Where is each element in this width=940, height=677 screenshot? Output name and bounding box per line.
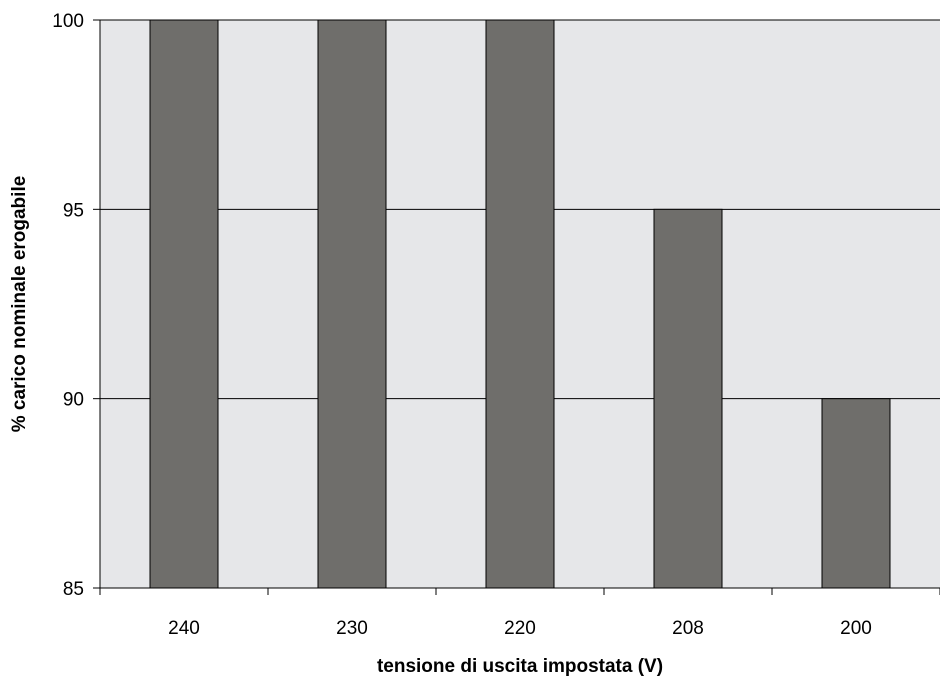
bar-200 [821, 398, 891, 589]
y-axis-ticks: 85 90 95 100 [52, 11, 100, 600]
bar-240 [149, 19, 219, 589]
x-axis-title: tensione di uscita impostata (V) [377, 656, 663, 677]
bars [149, 19, 891, 589]
bar-230 [317, 19, 387, 589]
bar-208 [653, 208, 723, 589]
x-tick-label-230: 230 [336, 618, 368, 639]
x-tick-label-220: 220 [504, 618, 536, 639]
axes [99, 20, 940, 589]
x-axis-ticks: 240 230 220 208 200 [99, 588, 940, 639]
y-tick-label-95: 95 [63, 200, 84, 221]
y-axis-title: % carico nominale erogabile [9, 176, 30, 433]
x-tick-label-200: 200 [840, 618, 872, 639]
x-tick-label-208: 208 [672, 618, 704, 639]
x-tick-label-240: 240 [168, 618, 200, 639]
y-tick-label-85: 85 [63, 579, 84, 600]
y-tick-label-90: 90 [63, 390, 84, 411]
y-tick-label-100: 100 [52, 11, 84, 32]
bar-220 [485, 19, 555, 589]
